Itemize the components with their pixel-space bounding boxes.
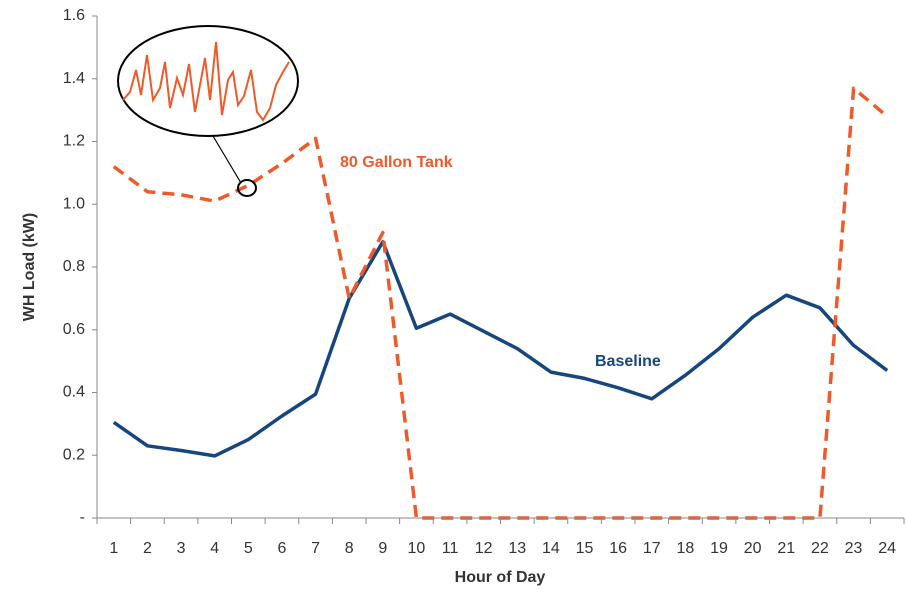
y-tick-label: 0.8	[63, 258, 85, 275]
y-tick-label: -	[80, 509, 85, 526]
x-tick-label: 10	[408, 540, 426, 557]
x-tick-label: 9	[378, 540, 387, 557]
inset-wave	[122, 41, 290, 122]
y-tick-label: 1.0	[63, 195, 85, 212]
x-tick-label: 11	[442, 540, 459, 557]
line-series	[112, 240, 889, 458]
x-tick-label: 3	[177, 540, 186, 557]
y-tick-label: 1.2	[63, 133, 85, 150]
x-tick-label: 16	[609, 540, 627, 557]
x-tick-label: 17	[643, 540, 661, 557]
x-tick-label: 6	[277, 540, 286, 557]
y-tick-label: 1.6	[63, 7, 85, 24]
x-tick-label: 19	[710, 540, 728, 557]
x-tick-label: 23	[845, 540, 863, 557]
x-tick-label: 24	[878, 540, 896, 557]
x-axis-label: Hour of Day	[455, 569, 546, 586]
x-tick-label: 21	[777, 540, 795, 557]
x-tick-label: 5	[244, 540, 253, 557]
inset	[117, 25, 299, 197]
y-tick-label: 0.6	[63, 321, 85, 338]
y-axis-label: WH Load (kW)	[21, 213, 38, 321]
x-tick-label: 14	[542, 540, 560, 557]
x-tick-label: 18	[677, 540, 695, 557]
x-tick-label: 12	[475, 540, 493, 557]
series-label: 80 Gallon Tank	[340, 154, 453, 171]
x-tick-label: 20	[744, 540, 762, 557]
x-tick-label: 7	[311, 540, 320, 557]
x-tick-label: 13	[508, 540, 526, 557]
x-tick-label: 2	[143, 540, 152, 557]
y-tick-label: 0.2	[63, 446, 85, 463]
x-tick-label: 1	[109, 540, 118, 557]
inset-marker	[237, 179, 257, 197]
y-tick-label: 0.4	[63, 384, 85, 401]
inset-pointer	[212, 135, 242, 184]
x-tick-label: 8	[345, 540, 354, 557]
x-tick-label: 22	[811, 540, 829, 557]
x-tick-label: 4	[210, 540, 219, 557]
y-tick-label: 1.4	[63, 70, 85, 87]
series-label: Baseline	[595, 353, 661, 370]
x-tick-label: 15	[576, 540, 594, 557]
